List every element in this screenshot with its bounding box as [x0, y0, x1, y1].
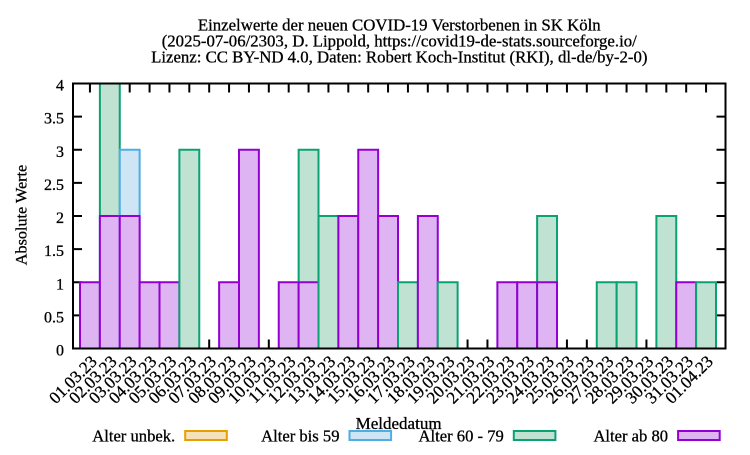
svg-text:(2025-07-06/2303, D. Lippold,: (2025-07-06/2303, D. Lippold, https://co… — [162, 32, 637, 51]
svg-text:Absolute Werte: Absolute Werte — [12, 165, 30, 265]
svg-text:3: 3 — [56, 144, 64, 161]
svg-text:4: 4 — [56, 78, 64, 95]
svg-text:Alter unbek.: Alter unbek. — [92, 427, 175, 446]
svg-text:Meldedatum: Meldedatum — [356, 414, 442, 433]
svg-text:2: 2 — [56, 210, 64, 227]
svg-text:Alter ab 80: Alter ab 80 — [593, 427, 668, 446]
svg-text:3.5: 3.5 — [44, 111, 64, 128]
svg-text:Alter 60 - 79: Alter 60 - 79 — [419, 427, 504, 446]
svg-text:1.5: 1.5 — [44, 243, 64, 260]
svg-text:Einzelwerte der neuen COVID-19: Einzelwerte der neuen COVID-19 Verstorbe… — [198, 16, 601, 35]
svg-text:Lizenz: CC BY-ND 4.0, Daten: R: Lizenz: CC BY-ND 4.0, Daten: Robert Koch… — [151, 48, 647, 67]
svg-text:1: 1 — [56, 276, 64, 293]
svg-text:0: 0 — [56, 343, 64, 360]
svg-text:Alter bis 59: Alter bis 59 — [261, 427, 339, 446]
svg-text:0.5: 0.5 — [44, 309, 64, 326]
svg-text:2.5: 2.5 — [44, 177, 64, 194]
